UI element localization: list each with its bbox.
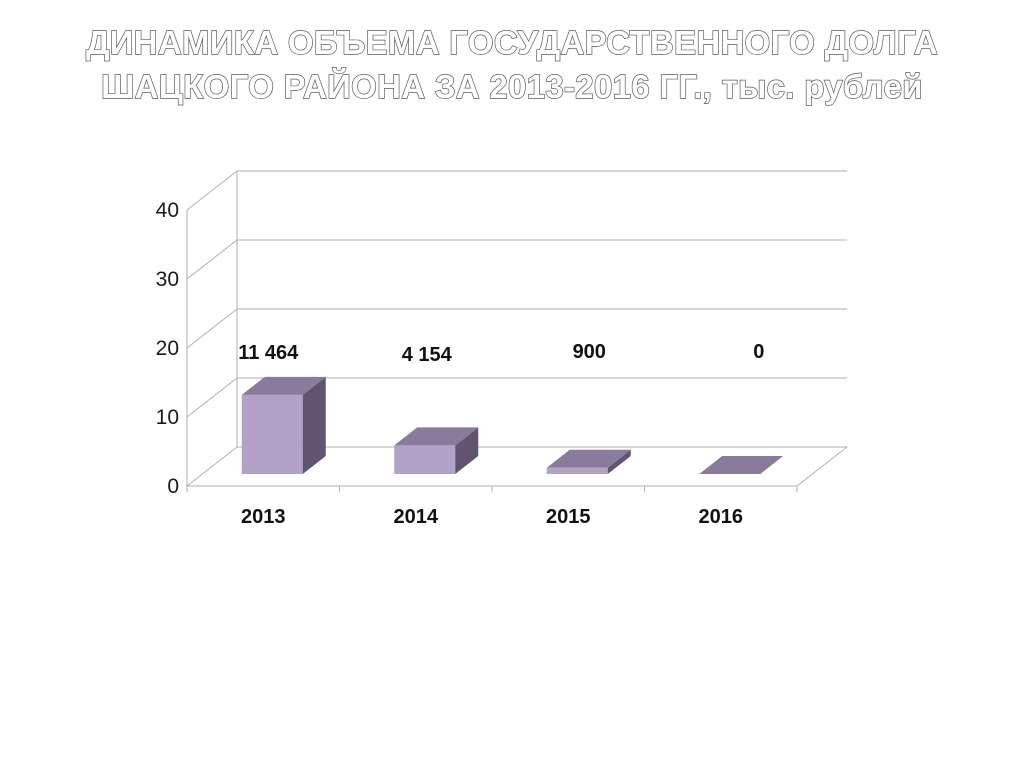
- bar-front: [394, 445, 456, 474]
- data-label: 11 464: [238, 342, 299, 364]
- gridline-diagonal: [186, 239, 238, 280]
- gridline-diagonal: [186, 446, 238, 487]
- gridline-diagonal: [186, 170, 238, 211]
- bar-front: [546, 467, 608, 474]
- bar-front: [241, 394, 303, 474]
- data-label: 0: [753, 341, 764, 363]
- y-tick-label: 40: [156, 199, 179, 222]
- bar-top: [241, 376, 326, 395]
- data-label: 4 154: [402, 344, 453, 366]
- bar-top: [546, 449, 631, 468]
- bar-side: [302, 376, 326, 474]
- x-category-label: 2015: [546, 506, 591, 528]
- bar-top: [699, 456, 784, 474]
- bar-side: [455, 427, 479, 474]
- bar-side: [607, 449, 631, 474]
- x-category-label: 2013: [241, 506, 286, 528]
- data-label: 900: [573, 341, 606, 363]
- y-tick-label: 30: [156, 268, 179, 291]
- bar-top: [394, 427, 479, 446]
- gridline-diagonal: [186, 308, 238, 349]
- x-category-label: 2016: [699, 506, 744, 528]
- gridline-diagonal: [186, 377, 238, 418]
- floor-right-edge: [796, 446, 848, 487]
- chart-title-line-1: ДИНАМИКА ОБЪЕМА ГОСУДАРСТВЕННОГО ДОЛГА: [85, 23, 939, 61]
- chart-title-line-2: ШАЦКОГО РАЙОНА ЗА 2013-2016 ГГ., тыс. ру…: [100, 67, 923, 105]
- x-category-label: 2014: [394, 506, 439, 528]
- y-tick-label: 20: [156, 337, 179, 360]
- y-tick-label: 10: [156, 406, 179, 429]
- y-tick-label: 0: [167, 475, 179, 498]
